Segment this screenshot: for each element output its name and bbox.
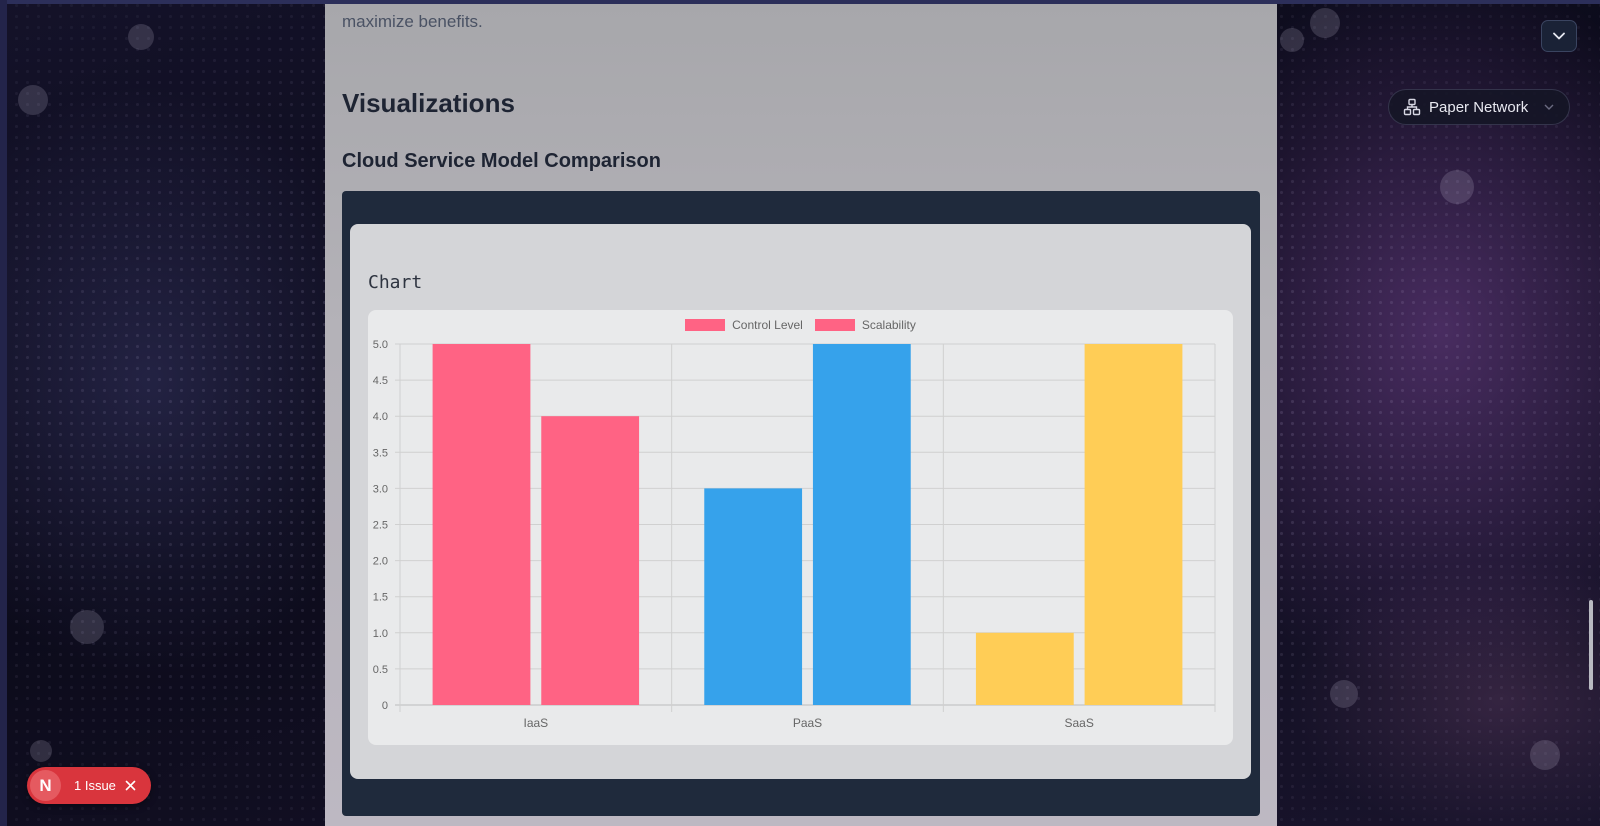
bar-paas-scalability [813,344,911,705]
nextjs-logo-icon[interactable]: N [30,770,61,801]
y-tick-label: 3.0 [373,483,388,495]
paper-network-button[interactable]: Paper Network [1388,89,1570,125]
bokeh-light [1440,170,1474,204]
legend-swatch [685,319,725,331]
bokeh-light [128,24,154,50]
bokeh-light [30,740,52,762]
issue-count-label[interactable]: 1 Issue [74,778,116,793]
x-tick-label: SaaS [1064,716,1093,730]
legend-item-control-level[interactable]: Control Level [685,318,803,332]
close-icon[interactable] [125,780,136,791]
legend-swatch [815,319,855,331]
bar-saas-scalability [1085,344,1183,705]
bar-iaas-control-level [433,344,531,705]
chart-area: Control Level Scalability 0 0.5 1.0 1.5 2.0 2… [368,310,1233,745]
legend-label: Scalability [862,318,916,332]
y-tick-label: 2.0 [373,556,388,568]
y-tick-label: 1.0 [373,628,388,640]
bar-saas-control-level [976,633,1074,705]
intro-paragraph-tail: maximize benefits. [342,12,483,32]
chevron-down-icon [1544,104,1554,110]
dropdown-toggle-button[interactable] [1541,20,1577,52]
bokeh-light [1280,28,1304,52]
issues-badge[interactable]: N 1 Issue [27,767,151,804]
section-heading: Visualizations [342,88,515,119]
network-icon [1403,98,1421,116]
chevron-down-icon [1553,32,1565,40]
subsection-heading: Cloud Service Model Comparison [342,150,661,173]
bar-paas-control-level [704,488,802,705]
content-panel: maximize benefits. Visualizations Cloud … [325,4,1277,826]
y-tick-label: 2.5 [373,520,388,532]
bokeh-light [1330,680,1358,708]
y-tick-label: 1.5 [373,592,388,604]
x-tick-label: PaaS [793,716,822,730]
y-tick-label: 0.5 [373,664,388,676]
y-tick-label: 4.0 [373,411,388,423]
scrollbar-thumb[interactable] [1589,600,1593,690]
chart-legend: Control Level Scalability [368,318,1233,332]
x-tick-label: IaaS [523,716,548,730]
bokeh-light [1530,740,1560,770]
paper-network-label: Paper Network [1429,99,1528,116]
chart-card: Chart Control Level Scalability 0 0.5 1.0 1… [350,224,1251,779]
legend-item-scalability[interactable]: Scalability [815,318,916,332]
bokeh-light [18,85,48,115]
chart-card-title: Chart [368,272,422,293]
legend-label: Control Level [732,318,803,332]
bokeh-light [70,610,104,644]
window-frame-left [0,0,7,826]
bar-iaas-scalability [541,416,639,705]
bar-chart: 0 0.5 1.0 1.5 2.0 2.5 3.0 3.5 4.0 4.5 5.0 IaaS PaaS S… [368,310,1233,745]
bokeh-light [1310,8,1340,38]
chart-container: Chart Control Level Scalability 0 0.5 1.0 1… [342,191,1260,816]
y-tick-label: 0 [382,700,388,712]
y-tick-label: 5.0 [373,339,388,351]
y-tick-label: 4.5 [373,375,388,387]
y-tick-label: 3.5 [373,447,388,459]
